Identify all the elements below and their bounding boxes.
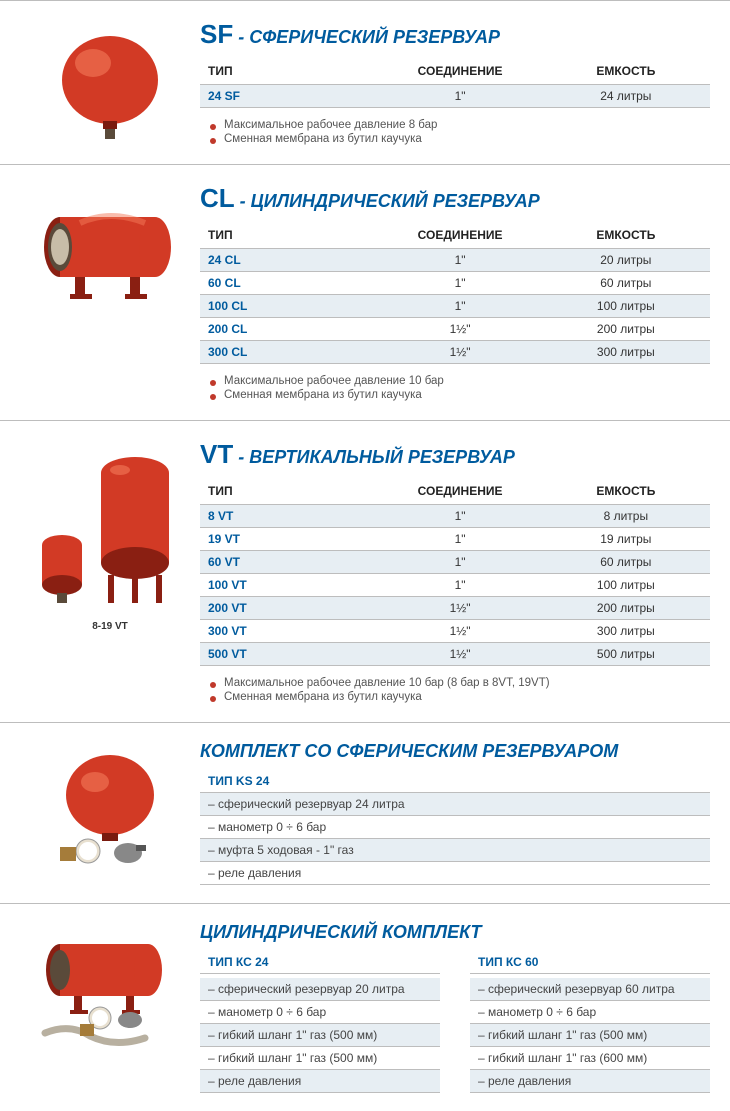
table-row: – сферический резервуар 20 литра [200,978,440,1001]
note: Сменная мембрана из бутил каучука [210,132,710,146]
kit-kc60-col: ТИП КС 60 – сферический резервуар 60 лит… [470,951,710,1093]
table-row: – реле давления [470,1070,710,1093]
title-vt: VT - ВЕРТИКАЛЬНЫЙ РЕЗЕРВУАР [200,439,710,470]
table-row: 300 VT1½"300 литры [200,620,710,643]
table-row: – гибкий шланг 1" газ (500 мм) [470,1024,710,1047]
table-row: 8 VT1"8 литры [200,505,710,528]
section-vt: 8-19 VT VT - ВЕРТИКАЛЬНЫЙ РЕЗЕРВУАР ТИП … [0,420,730,722]
section-sf: SF - СФЕРИЧЕСКИЙ РЕЗЕРВУАР ТИП СОЕДИНЕНИ… [0,0,730,164]
note: Сменная мембрана из бутил каучука [210,690,710,704]
note: Максимальное рабочее давление 10 бар [210,374,710,388]
table-row: 200 CL1½"200 литры [200,318,710,341]
title-sf: SF - СФЕРИЧЕСКИЙ РЕЗЕРВУАР [200,19,710,50]
image-caption-vt: 8-19 VT [20,621,200,632]
kit-label-ks24: ТИП KS 24 [200,770,710,793]
table-row: – гибкий шланг 1" газ (500 мм) [200,1024,440,1047]
notes-cl: Максимальное рабочее давление 10 бар Сме… [200,374,710,402]
table-cl: ТИП СОЕДИНЕНИЕ ЕМКОСТЬ 24 CL1"20 литры 6… [200,222,710,364]
table-row: – манометр 0 ÷ 6 бар [470,1001,710,1024]
section-kit-ks24: КОМПЛЕКТ СО СФЕРИЧЕСКИМ РЕЗЕРВУАРОМ ТИП … [0,722,730,903]
note: Сменная мембрана из бутил каучука [210,388,710,402]
note: Максимальное рабочее давление 10 бар (8 … [210,676,710,690]
table-row: 60 VT1"60 литры [200,551,710,574]
image-kit-kc [20,922,200,1093]
title-kit-ks24: КОМПЛЕКТ СО СФЕРИЧЕСКИМ РЕЗЕРВУАРОМ [200,741,710,762]
table-row: 100 VT1"100 литры [200,574,710,597]
notes-vt: Максимальное рабочее давление 10 бар (8 … [200,676,710,704]
kit-ks24-icon [40,747,180,867]
table-kit-kc24: – сферический резервуар 20 литра – маном… [200,978,440,1093]
table-row: 24 SF 1" 24 литры [200,85,710,108]
content-vt: VT - ВЕРТИКАЛЬНЫЙ РЕЗЕРВУАР ТИП СОЕДИНЕН… [200,439,710,704]
col-connection: СОЕДИНЕНИЕ [379,58,542,85]
content-sf: SF - СФЕРИЧЕСКИЙ РЕЗЕРВУАР ТИП СОЕДИНЕНИ… [200,19,710,146]
title-cl: CL - ЦИЛИНДРИЧЕСКИЙ РЕЗЕРВУАР [200,183,710,214]
col-capacity: ЕМКОСТЬ [542,58,710,85]
table-row: – гибкий шланг 1" газ (600 мм) [470,1047,710,1070]
section-kit-kc: ЦИЛИНДРИЧЕСКИЙ КОМПЛЕКТ ТИП КС 24 – сфер… [0,903,730,1111]
notes-sf: Максимальное рабочее давление 8 бар Смен… [200,118,710,146]
kit-kc-icon [30,928,190,1058]
kit-label-kc24: ТИП КС 24 [200,951,440,974]
image-kit-ks24 [20,741,200,885]
content-cl: CL - ЦИЛИНДРИЧЕСКИЙ РЕЗЕРВУАР ТИП СОЕДИН… [200,183,710,402]
table-row: – гибкий шланг 1" газ (500 мм) [200,1047,440,1070]
table-row: 500 VT1½"500 литры [200,643,710,666]
content-kit-ks24: КОМПЛЕКТ СО СФЕРИЧЕСКИМ РЕЗЕРВУАРОМ ТИП … [200,741,710,885]
table-row: – сферический резервуар 60 литра [470,978,710,1001]
tank-cl-icon [30,189,190,309]
table-vt: ТИП СОЕДИНЕНИЕ ЕМКОСТЬ 8 VT1"8 литры 19 … [200,478,710,666]
col-type: ТИП [200,58,379,85]
section-cl: CL - ЦИЛИНДРИЧЕСКИЙ РЕЗЕРВУАР ТИП СОЕДИН… [0,164,730,420]
table-row: – сферический резервуар 24 литра [200,793,710,816]
table-kit-kc60: – сферический резервуар 60 литра – маном… [470,978,710,1093]
table-sf: ТИП СОЕДИНЕНИЕ ЕМКОСТЬ 24 SF 1" 24 литры [200,58,710,108]
table-row: 19 VT1"19 литры [200,528,710,551]
tank-vt-icon [30,445,190,615]
table-row: – муфта 5 ходовая - 1" газ [200,839,710,862]
kit-kc24-col: ТИП КС 24 – сферический резервуар 20 лит… [200,951,440,1093]
content-kit-kc: ЦИЛИНДРИЧЕСКИЙ КОМПЛЕКТ ТИП КС 24 – сфер… [200,922,710,1093]
table-row: – реле давления [200,1070,440,1093]
table-row: 200 VT1½"200 литры [200,597,710,620]
table-kit-ks24: – сферический резервуар 24 литра – маном… [200,793,710,885]
kit-label-kc60: ТИП КС 60 [470,951,710,974]
image-cl [20,183,200,402]
table-row: 300 CL1½"300 литры [200,341,710,364]
tank-sf-icon [55,25,165,145]
image-vt: 8-19 VT [20,439,200,704]
table-row: 100 CL1"100 литры [200,295,710,318]
image-sf [20,19,200,146]
table-row: – манометр 0 ÷ 6 бар [200,816,710,839]
table-row: – реле давления [200,862,710,885]
title-kit-kc: ЦИЛИНДРИЧЕСКИЙ КОМПЛЕКТ [200,922,710,943]
note: Максимальное рабочее давление 8 бар [210,118,710,132]
table-row: 24 CL1"20 литры [200,249,710,272]
table-row: 60 CL1"60 литры [200,272,710,295]
table-row: – манометр 0 ÷ 6 бар [200,1001,440,1024]
